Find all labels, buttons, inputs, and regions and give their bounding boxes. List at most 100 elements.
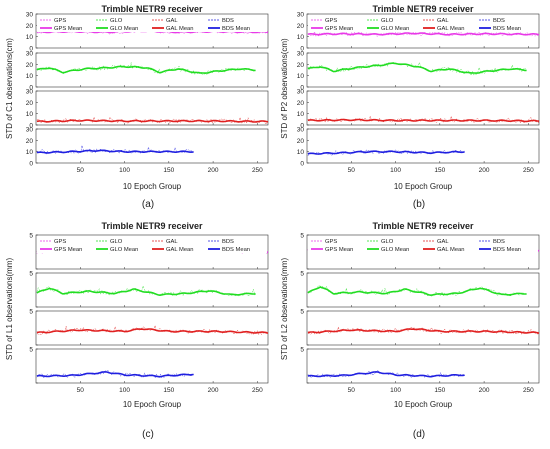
subplot-frame <box>306 348 540 384</box>
x-axis-label: 10 Epoch Group <box>394 400 453 409</box>
legend: GPS GLO GAL BDS GPS Mean GLO Mean GAL Mean BDS … <box>37 236 267 253</box>
subplot-bds: 5 <box>300 347 540 384</box>
subplot-gal: 0 10 20 30 <box>26 89 269 130</box>
y-tick-label: 30 <box>26 12 34 19</box>
panel-label: (d) <box>413 429 425 440</box>
chart-panel: Trimble NETR9 receiver STD of L2 observat… <box>280 221 540 440</box>
series-glo-mean <box>307 62 527 74</box>
legend-label: GLO <box>110 18 123 24</box>
legend-label: GPS <box>54 18 66 24</box>
subplot-gal: 0 10 20 30 <box>297 89 540 130</box>
series-glo-mean <box>307 286 527 297</box>
subplot-frame <box>35 310 269 346</box>
x-tick-label: 250 <box>252 167 263 174</box>
series-gal-mean <box>36 119 269 123</box>
legend-label: GAL Mean <box>437 26 465 32</box>
y-tick-label: 0 <box>29 46 33 53</box>
subplot-gps: 0 10 20 30 GPS GLO GAL BDS GPS Mean GLO Mean GAL M… <box>26 12 269 53</box>
x-tick-label: 200 <box>479 167 490 174</box>
legend-label: GLO Mean <box>381 247 409 253</box>
subplot-bds: 0 10 20 30 <box>26 127 269 168</box>
x-tick-label: 50 <box>348 387 356 394</box>
x-tick-label: 150 <box>163 167 174 174</box>
y-tick-label: 5 <box>29 271 33 278</box>
legend-label: GPS Mean <box>54 247 82 253</box>
subplot-glo: 5 <box>29 271 269 308</box>
y-tick-label: 0 <box>29 85 33 92</box>
chart-panel: Trimble NETR9 receiver STD of C1 observat… <box>5 4 269 210</box>
x-tick-label: 150 <box>434 387 445 394</box>
subplot-bds: 0 10 20 30 <box>297 127 540 168</box>
series-bds-raw <box>36 370 194 379</box>
legend-label: BDS <box>222 18 234 24</box>
chart-title: Trimble NETR9 receiver <box>372 4 474 14</box>
x-axis-label: 10 Epoch Group <box>394 182 453 191</box>
subplot-gps: 5 GPS GLO GAL BDS GPS Mean GLO Mean GAL Mean BDS… <box>300 233 540 270</box>
x-tick-label: 250 <box>252 387 263 394</box>
y-tick-label: 20 <box>297 62 305 69</box>
chart-panel: Trimble NETR9 receiver STD of L1 observat… <box>5 221 269 440</box>
subplot-glo: 0 10 20 30 <box>26 51 269 92</box>
legend-label: BDS Mean <box>222 247 250 253</box>
legend-label: GLO Mean <box>381 26 409 32</box>
y-tick-label: 5 <box>29 233 33 240</box>
subplot-glo: 5 <box>300 271 540 308</box>
x-axis-label: 10 Epoch Group <box>123 400 182 409</box>
x-tick-label: 250 <box>523 387 534 394</box>
x-tick-label: 200 <box>208 167 219 174</box>
legend-label: BDS Mean <box>493 247 521 253</box>
legend-label: GAL Mean <box>166 26 194 32</box>
subplot-frame <box>306 272 540 308</box>
y-tick-label: 5 <box>29 309 33 316</box>
legend-label: GPS <box>325 18 337 24</box>
x-tick-label: 200 <box>208 387 219 394</box>
y-tick-label: 20 <box>26 62 34 69</box>
panel-label: (a) <box>142 199 154 210</box>
y-axis-label: STD of C1 observations(cm) <box>5 38 14 139</box>
y-tick-label: 10 <box>297 111 305 118</box>
legend-label: GLO Mean <box>110 247 138 253</box>
y-tick-label: 0 <box>300 161 304 168</box>
legend: GPS GLO GAL BDS GPS Mean GLO Mean GAL Mean BDS … <box>308 236 538 253</box>
series-bds-mean <box>36 371 194 378</box>
y-tick-label: 30 <box>26 89 34 96</box>
y-tick-label: 20 <box>297 138 305 145</box>
legend-label: GAL Mean <box>437 247 465 253</box>
chart-panel: Trimble NETR9 receiver STD of P2 observat… <box>280 4 540 210</box>
y-tick-label: 0 <box>300 85 304 92</box>
series-gal-mean <box>36 328 269 334</box>
legend-label: GPS <box>54 239 66 245</box>
subplot-frame <box>35 90 269 126</box>
series-glo-mean <box>36 287 256 297</box>
x-tick-label: 250 <box>523 167 534 174</box>
series-glo-mean <box>36 65 256 74</box>
chart-title: Trimble NETR9 receiver <box>101 4 203 14</box>
x-tick-label: 100 <box>119 387 130 394</box>
legend-label: GAL Mean <box>166 247 194 253</box>
legend-label: GPS Mean <box>325 26 353 32</box>
series-gal-mean <box>307 328 540 334</box>
series-bds-mean <box>36 149 194 154</box>
x-axis-label: 10 Epoch Group <box>123 182 182 191</box>
legend-label: GAL <box>437 18 449 24</box>
subplot-glo: 0 10 20 30 <box>297 51 540 92</box>
subplot-frame <box>306 310 540 346</box>
x-tick-label: 150 <box>163 387 174 394</box>
y-tick-label: 0 <box>300 123 304 130</box>
y-tick-label: 5 <box>300 309 304 316</box>
subplot-frame <box>306 128 540 164</box>
subplot-frame <box>35 348 269 384</box>
y-axis-label: STD of L1 observations(mm) <box>5 258 14 361</box>
y-tick-label: 5 <box>29 347 33 354</box>
y-tick-label: 20 <box>26 23 34 30</box>
x-tick-label: 50 <box>77 167 85 174</box>
y-tick-label: 30 <box>297 89 305 96</box>
y-tick-label: 5 <box>300 233 304 240</box>
y-tick-label: 0 <box>300 46 304 53</box>
y-tick-label: 5 <box>300 271 304 278</box>
series-bds-mean <box>307 150 465 155</box>
panel-label: (b) <box>413 199 425 210</box>
y-axis-label: STD of L2 observations(mm) <box>280 258 289 361</box>
y-tick-label: 10 <box>297 73 305 80</box>
